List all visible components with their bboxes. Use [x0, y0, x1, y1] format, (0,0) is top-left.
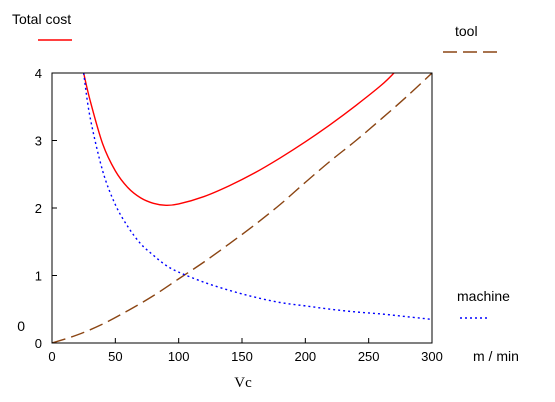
x-tick-label: 200 — [294, 349, 316, 364]
x-axis-label: Vc — [234, 375, 252, 391]
x-tick-label: 0 — [48, 349, 55, 364]
legend-label-total-cost: Total cost — [12, 11, 71, 27]
legend-label-machine: machine — [457, 288, 510, 304]
y-tick-label: 4 — [35, 66, 42, 81]
y-tick-label: 0 — [35, 336, 42, 351]
tick-labels: 0 50 100 150 200 250 300 0 1 2 3 4 — [35, 66, 443, 364]
series-line-machine — [82, 73, 432, 321]
plot-frame — [51, 72, 433, 344]
x-tick-label: 50 — [108, 349, 122, 364]
legend-label-tool: tool — [455, 23, 478, 39]
x-axis-unit: m / min — [473, 348, 519, 364]
x-tick-label: 100 — [168, 349, 190, 364]
axes — [51, 72, 433, 344]
plot-area — [52, 73, 432, 343]
y-tick-label: 3 — [35, 134, 42, 149]
series-line-total-cost — [82, 73, 395, 207]
extra-zero-label: 0 — [17, 318, 25, 334]
series-line-tool — [52, 73, 432, 343]
y-tick-label: 2 — [35, 201, 42, 216]
x-tick-label: 250 — [358, 349, 380, 364]
y-tick-label: 1 — [35, 269, 42, 284]
x-tick-label: 150 — [231, 349, 253, 364]
x-tick-label: 300 — [421, 349, 443, 364]
